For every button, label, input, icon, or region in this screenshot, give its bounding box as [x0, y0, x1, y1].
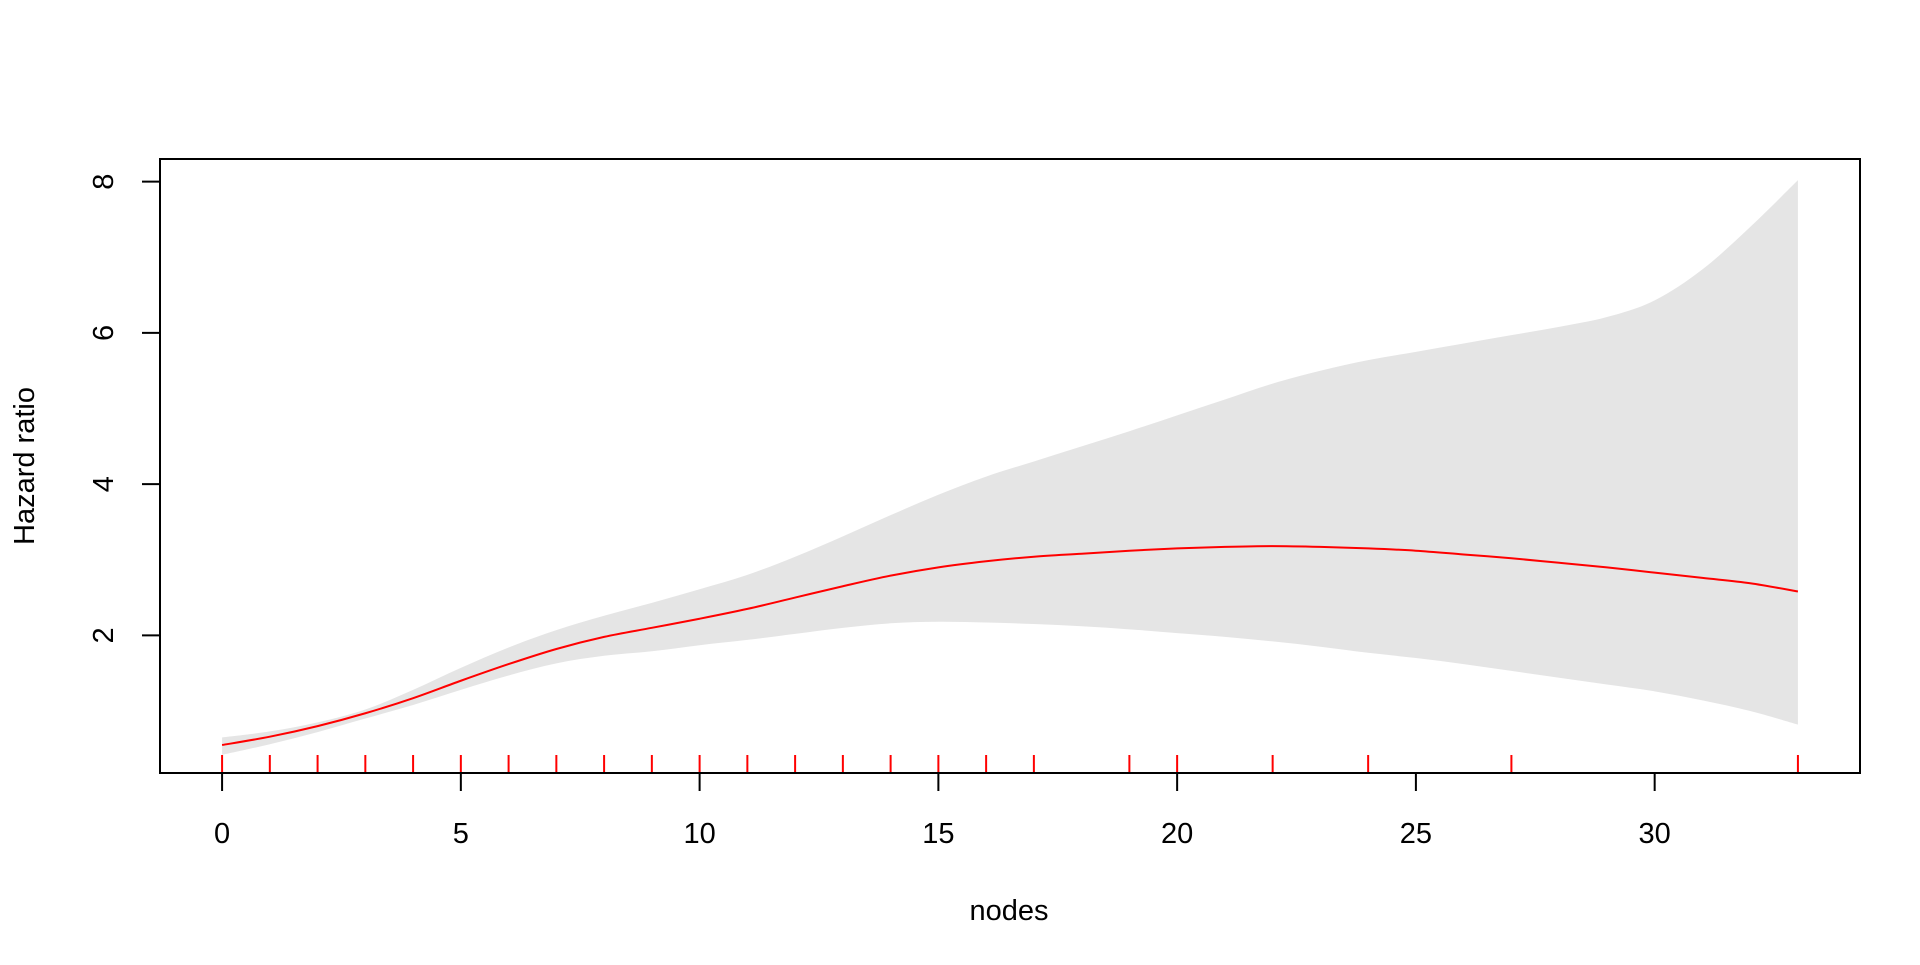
- hazard-ratio-line: [221, 545, 1799, 747]
- x-axis: 0 5 10 15 20 25 30: [214, 772, 1671, 850]
- y-tick-label: 8: [88, 174, 120, 190]
- y-tick-label: 2: [88, 627, 120, 643]
- y-tick-label: 6: [88, 325, 120, 341]
- y-axis: 2 4 6 8: [88, 174, 161, 643]
- x-tick-label: 0: [214, 818, 230, 850]
- x-tick-label: 10: [683, 818, 715, 850]
- x-axis-title: nodes: [969, 895, 1048, 927]
- x-tick-label: 20: [1161, 818, 1193, 850]
- x-tick-label: 15: [922, 818, 954, 850]
- y-tick-label: 4: [88, 476, 120, 492]
- y-axis-title: Hazard ratio: [9, 387, 41, 545]
- x-tick-label: 5: [453, 818, 469, 850]
- x-tick-label: 25: [1400, 818, 1432, 850]
- confidence-band: [222, 180, 1798, 755]
- x-tick-label: 30: [1639, 818, 1671, 850]
